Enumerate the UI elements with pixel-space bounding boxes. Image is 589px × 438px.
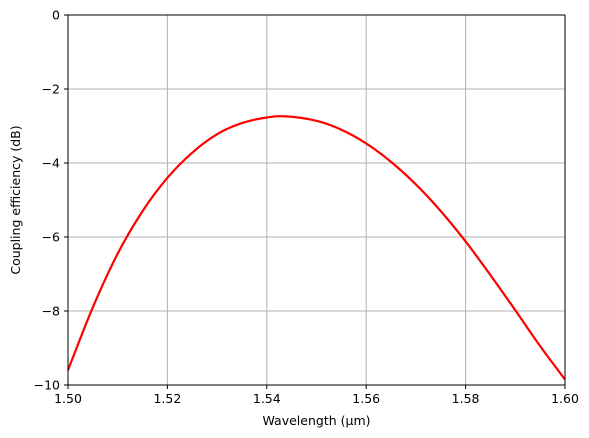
x-axis-label: Wavelength (µm) bbox=[262, 413, 370, 428]
x-tick-label: 1.56 bbox=[352, 391, 380, 406]
x-tick-label: 1.58 bbox=[452, 391, 480, 406]
x-tick-label: 1.60 bbox=[551, 391, 579, 406]
y-tick-label: −4 bbox=[42, 156, 60, 171]
grid bbox=[67, 14, 566, 386]
y-tick-label: −10 bbox=[34, 378, 60, 393]
y-axis-label: Coupling efficiency (dB) bbox=[8, 125, 23, 274]
x-tick-label: 1.52 bbox=[153, 391, 181, 406]
series-line bbox=[66, 115, 566, 381]
y-tick-label: −6 bbox=[42, 230, 60, 245]
y-tick-label: 0 bbox=[52, 8, 60, 23]
plot-frame bbox=[67, 14, 566, 386]
x-tick-label: 1.50 bbox=[54, 391, 82, 406]
series-layer bbox=[66, 115, 566, 381]
x-tick-label: 1.54 bbox=[253, 391, 281, 406]
y-tick-label: −8 bbox=[42, 304, 60, 319]
ticks: 1.50 1.52 1.54 1.56 1.58 1.60 0 −2 −4 −6 −8 −10 bbox=[34, 8, 579, 407]
y-tick-label: −2 bbox=[42, 82, 60, 97]
